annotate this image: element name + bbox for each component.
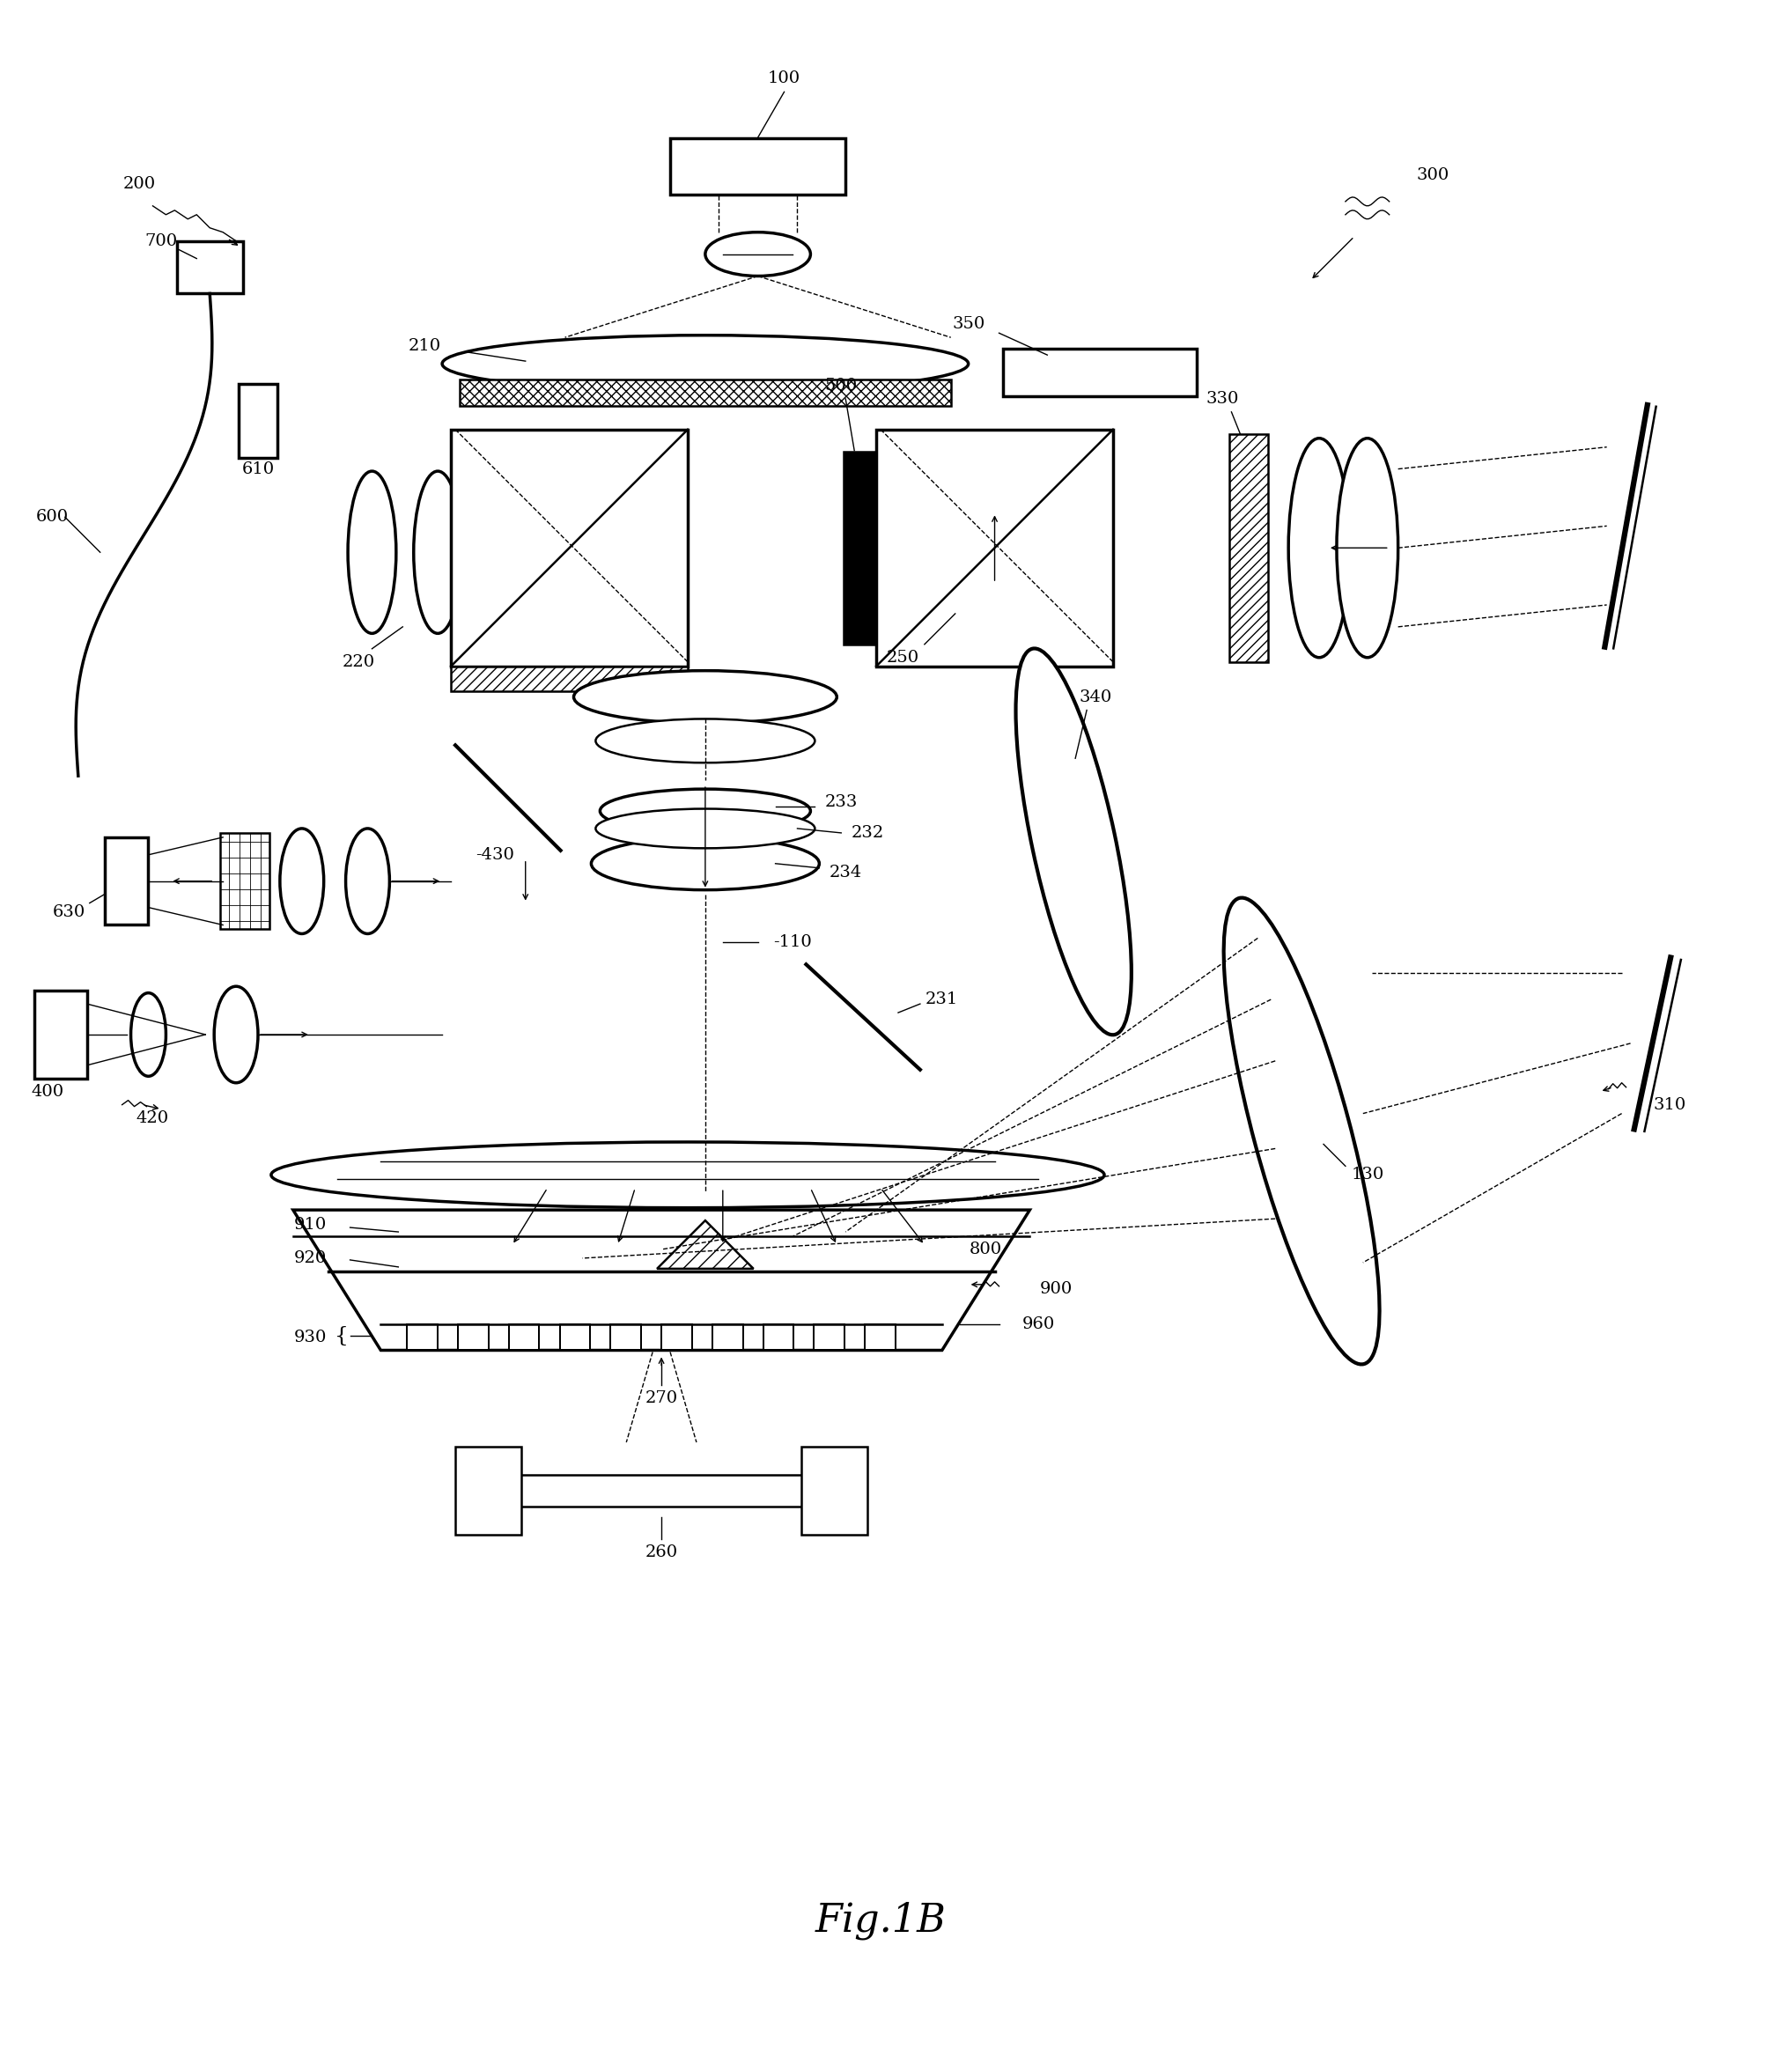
Text: 250: 250 xyxy=(887,650,919,666)
Polygon shape xyxy=(658,1221,753,1269)
Text: 400: 400 xyxy=(30,1084,65,1100)
Text: 700: 700 xyxy=(145,232,177,249)
Ellipse shape xyxy=(600,790,810,833)
Ellipse shape xyxy=(1337,438,1398,658)
Ellipse shape xyxy=(706,232,810,276)
Text: 630: 630 xyxy=(54,905,86,919)
Bar xyxy=(461,380,952,405)
Ellipse shape xyxy=(348,471,396,633)
Text: 340: 340 xyxy=(1079,689,1111,705)
Text: 234: 234 xyxy=(830,864,862,880)
Text: Fig.1B: Fig.1B xyxy=(815,1902,946,1939)
Bar xyxy=(34,991,88,1079)
Ellipse shape xyxy=(1016,648,1131,1034)
Ellipse shape xyxy=(414,471,462,633)
Bar xyxy=(407,1324,437,1351)
Text: 910: 910 xyxy=(294,1217,326,1234)
Text: 300: 300 xyxy=(1417,167,1450,183)
Ellipse shape xyxy=(591,837,819,890)
Bar xyxy=(1229,434,1269,662)
Text: 900: 900 xyxy=(1039,1281,1072,1297)
Text: 610: 610 xyxy=(242,461,274,477)
Text: 960: 960 xyxy=(1021,1316,1055,1332)
Bar xyxy=(661,1324,692,1351)
Bar xyxy=(104,837,149,925)
Text: {: { xyxy=(335,1326,348,1347)
Ellipse shape xyxy=(1224,898,1380,1365)
Text: -110: -110 xyxy=(774,935,812,950)
Ellipse shape xyxy=(443,335,968,393)
Bar xyxy=(876,430,1113,666)
Text: 330: 330 xyxy=(1206,391,1238,407)
Text: -430: -430 xyxy=(475,847,514,864)
Bar xyxy=(611,1324,642,1351)
Bar xyxy=(844,452,878,644)
Ellipse shape xyxy=(595,720,815,763)
Ellipse shape xyxy=(271,1141,1104,1207)
Text: 231: 231 xyxy=(926,991,959,1007)
Ellipse shape xyxy=(280,829,324,933)
Bar xyxy=(670,138,846,195)
Bar xyxy=(238,384,278,458)
Text: 233: 233 xyxy=(824,794,858,810)
Ellipse shape xyxy=(131,993,167,1075)
Text: 260: 260 xyxy=(645,1544,677,1561)
Ellipse shape xyxy=(1288,438,1349,658)
Text: 350: 350 xyxy=(952,317,986,333)
Bar xyxy=(452,666,688,691)
Bar xyxy=(455,1447,521,1534)
Text: 232: 232 xyxy=(851,824,883,841)
Text: 930: 930 xyxy=(294,1328,328,1345)
Text: 130: 130 xyxy=(1351,1168,1383,1182)
Bar xyxy=(1004,347,1197,397)
Bar xyxy=(177,241,242,294)
Ellipse shape xyxy=(346,829,389,933)
Bar xyxy=(814,1324,844,1351)
Polygon shape xyxy=(294,1211,1030,1351)
Text: 100: 100 xyxy=(767,70,801,86)
Bar xyxy=(452,430,688,666)
Text: 500: 500 xyxy=(824,378,858,393)
Bar xyxy=(459,1324,489,1351)
Text: 200: 200 xyxy=(124,177,156,191)
Bar xyxy=(486,1474,837,1507)
Text: 220: 220 xyxy=(342,654,375,670)
Bar xyxy=(711,1324,744,1351)
Bar xyxy=(866,1324,896,1351)
Text: 600: 600 xyxy=(36,510,68,524)
Bar xyxy=(509,1324,539,1351)
Ellipse shape xyxy=(573,670,837,724)
Text: 420: 420 xyxy=(136,1110,168,1127)
Bar xyxy=(763,1324,794,1351)
Ellipse shape xyxy=(215,987,258,1084)
Bar xyxy=(220,833,269,929)
Ellipse shape xyxy=(595,808,815,849)
Text: 310: 310 xyxy=(1654,1096,1686,1112)
Text: 920: 920 xyxy=(294,1250,326,1266)
Text: 800: 800 xyxy=(969,1242,1002,1258)
Bar xyxy=(801,1447,867,1534)
Text: 270: 270 xyxy=(645,1390,677,1406)
Text: 210: 210 xyxy=(409,339,441,354)
Bar xyxy=(559,1324,590,1351)
